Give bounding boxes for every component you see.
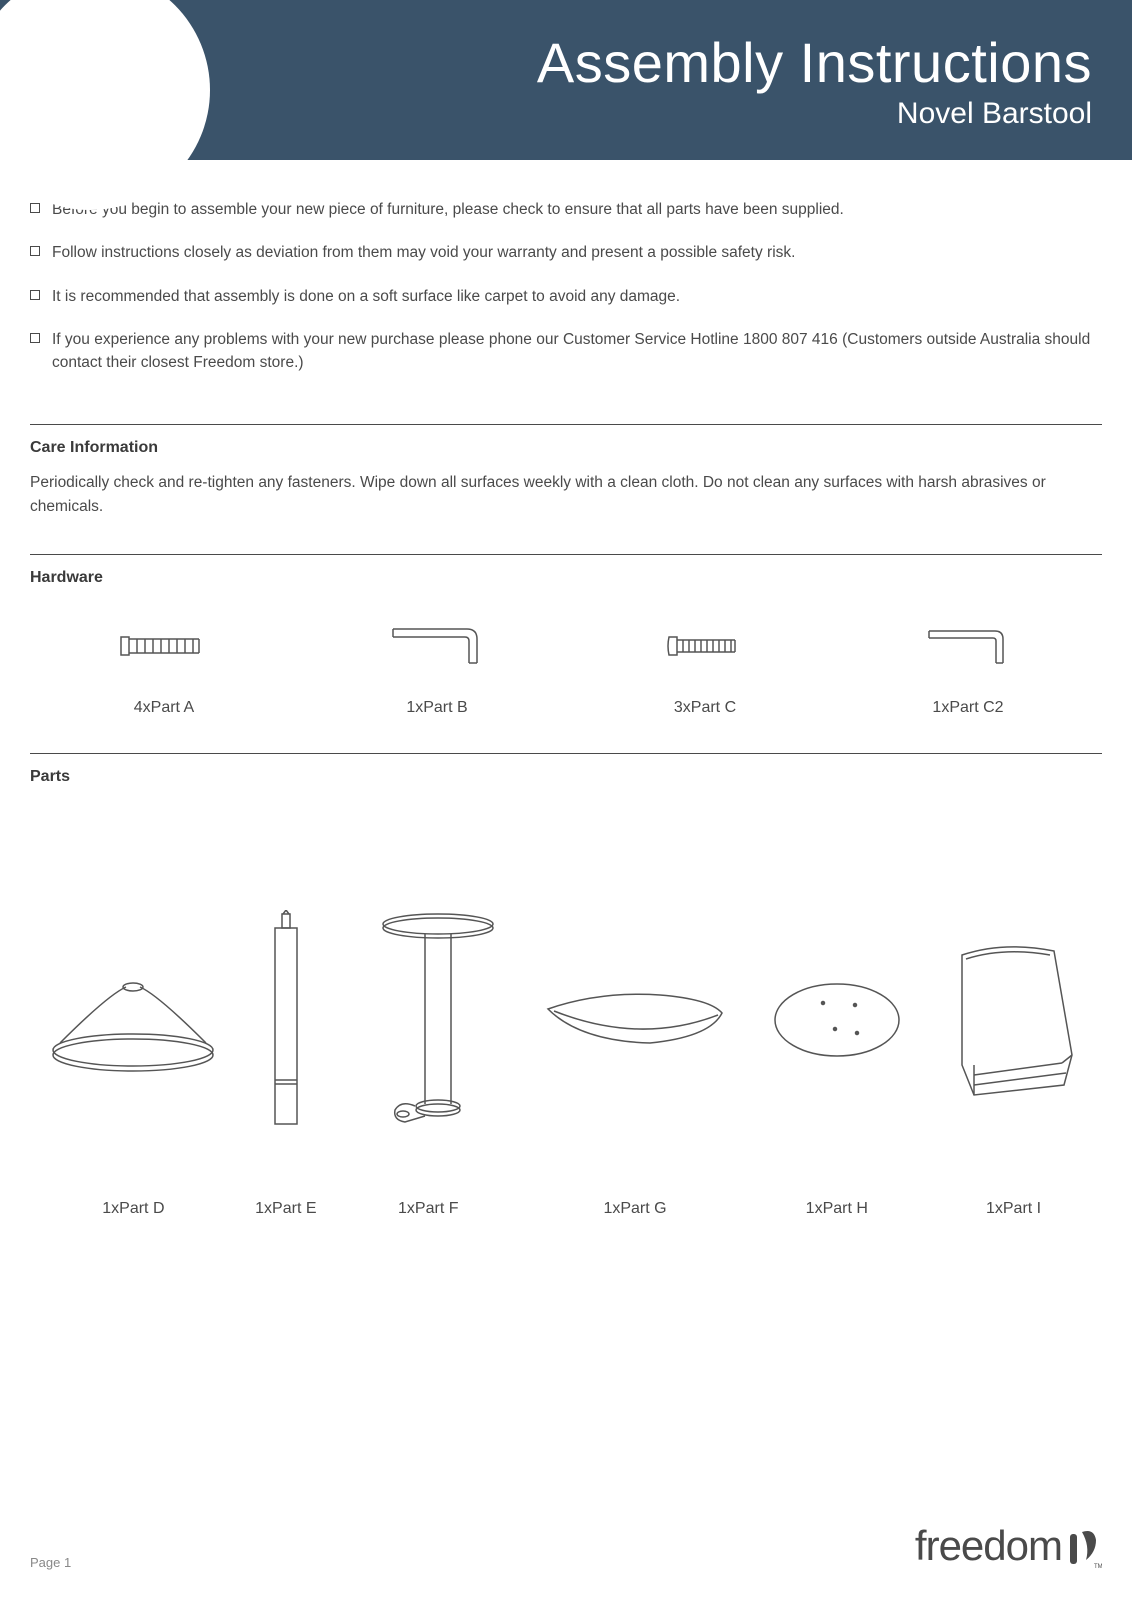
part-label: 1xPart H bbox=[806, 1200, 868, 1218]
page: Assembly Instructions Novel Barstool Bef… bbox=[0, 0, 1132, 1600]
bullet-item: Before you begin to assemble your new pi… bbox=[30, 198, 1102, 221]
hardware-item-b: 1xPart B bbox=[387, 621, 487, 717]
header-curve-cutout bbox=[0, 0, 210, 210]
hardware-row: 4xPart A 1xPart B bbox=[30, 601, 1102, 747]
bullet-text: Before you begin to assemble your new pi… bbox=[52, 198, 844, 221]
part-item-h: 1xPart H bbox=[767, 920, 907, 1218]
hardware-label: 3xPart C bbox=[674, 699, 736, 717]
part-item-g: 1xPart G bbox=[540, 920, 730, 1218]
bullet-item: It is recommended that assembly is done … bbox=[30, 285, 1102, 308]
hardware-label: 1xPart B bbox=[406, 699, 467, 717]
bullet-item: If you experience any problems with your… bbox=[30, 328, 1102, 375]
seat-shell-icon bbox=[540, 920, 730, 1120]
bullet-text: If you experience any problems with your… bbox=[52, 328, 1102, 375]
section-divider bbox=[30, 753, 1102, 754]
header-banner: Assembly Instructions Novel Barstool bbox=[0, 0, 1132, 160]
part-item-e: 1xPart E bbox=[255, 920, 316, 1218]
allen-key-icon bbox=[387, 621, 487, 671]
hardware-item-c2: 1xPart C2 bbox=[923, 621, 1013, 717]
bullet-marker-icon bbox=[30, 203, 40, 213]
intro-bullets: Before you begin to assemble your new pi… bbox=[30, 190, 1102, 418]
bullet-marker-icon bbox=[30, 333, 40, 343]
hardware-label: 1xPart C2 bbox=[932, 699, 1003, 717]
doc-subtitle: Novel Barstool bbox=[537, 97, 1092, 131]
parts-heading: Parts bbox=[30, 768, 1102, 786]
page-footer: Page 1 freedom TM bbox=[30, 1522, 1102, 1570]
logo-text: freedom bbox=[915, 1522, 1062, 1570]
care-text: Periodically check and re-tighten any fa… bbox=[30, 471, 1102, 518]
part-label: 1xPart F bbox=[398, 1200, 458, 1218]
mounting-plate-icon bbox=[767, 920, 907, 1120]
part-item-d: 1xPart D bbox=[48, 920, 218, 1218]
page-number: Page 1 bbox=[30, 1555, 71, 1570]
bullet-text: It is recommended that assembly is done … bbox=[52, 285, 680, 308]
base-cone-icon bbox=[48, 920, 218, 1120]
freedom-logo: freedom TM bbox=[915, 1522, 1102, 1570]
care-heading: Care Information bbox=[30, 439, 1102, 457]
bolt-short-icon bbox=[665, 621, 745, 671]
part-label: 1xPart G bbox=[603, 1200, 666, 1218]
piston-icon bbox=[261, 920, 311, 1120]
section-divider bbox=[30, 554, 1102, 555]
part-item-i: 1xPart I bbox=[944, 920, 1084, 1218]
part-label: 1xPart I bbox=[986, 1200, 1041, 1218]
part-label: 1xPart D bbox=[102, 1200, 164, 1218]
part-item-f: 1xPart F bbox=[353, 920, 503, 1218]
allen-key-small-icon bbox=[923, 621, 1013, 671]
doc-title: Assembly Instructions bbox=[537, 30, 1092, 95]
bullet-item: Follow instructions closely as deviation… bbox=[30, 241, 1102, 264]
hardware-item-a: 4xPart A bbox=[119, 621, 209, 717]
part-label: 1xPart E bbox=[255, 1200, 316, 1218]
hardware-label: 4xPart A bbox=[134, 699, 194, 717]
section-divider bbox=[30, 424, 1102, 425]
bullet-text: Follow instructions closely as deviation… bbox=[52, 241, 795, 264]
hardware-item-c: 3xPart C bbox=[665, 621, 745, 717]
svg-text:TM: TM bbox=[1094, 1564, 1102, 1570]
hardware-heading: Hardware bbox=[30, 569, 1102, 587]
logo-mark-icon: TM bbox=[1066, 1526, 1102, 1570]
seat-frame-icon bbox=[944, 920, 1084, 1120]
parts-row: 1xPart D 1xPart E bbox=[30, 800, 1102, 1258]
bullet-marker-icon bbox=[30, 290, 40, 300]
column-footrest-icon bbox=[353, 920, 503, 1120]
bullet-marker-icon bbox=[30, 246, 40, 256]
bolt-long-icon bbox=[119, 621, 209, 671]
header-title-block: Assembly Instructions Novel Barstool bbox=[537, 30, 1092, 131]
